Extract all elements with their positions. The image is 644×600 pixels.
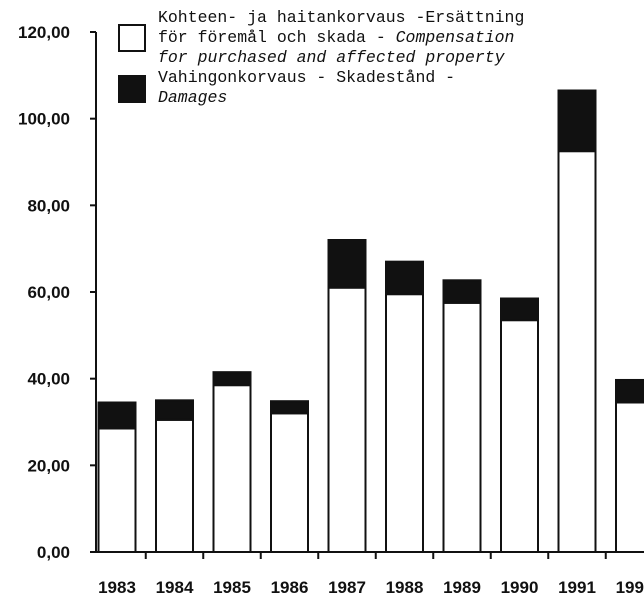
bar-damages: [270, 400, 309, 415]
bar-compensation: [615, 401, 644, 553]
bar-compensation: [327, 286, 367, 553]
x-tick-label: 1992: [616, 578, 644, 597]
bar-damages: [97, 401, 137, 430]
x-tick-label: 1989: [443, 578, 481, 597]
tick-labels: 0,00 20,00 40,00 60,00 80,00 100,00 120,00 1983…: [18, 23, 644, 597]
y-tick-label: 20,00: [27, 456, 70, 475]
bar-damages: [500, 297, 539, 322]
y-tick-label: 0,00: [37, 543, 70, 562]
y-tick-label: 40,00: [27, 370, 70, 389]
legend-label-damages-line-1: Vahingonkorvaus - Skadestånd -: [158, 68, 455, 87]
bar-compensation: [557, 150, 597, 554]
bar-damages: [557, 89, 597, 153]
legend-swatch-damages: [118, 75, 146, 103]
bar-damages: [385, 260, 424, 296]
bar-compensation: [270, 412, 309, 554]
legend-label-compensation-line-2: för föremål och skada - Compensation: [158, 28, 514, 47]
x-tick-label: 1983: [98, 578, 136, 597]
bar-compensation: [500, 319, 539, 553]
legend-swatch-compensation: [118, 24, 146, 52]
x-tick-label: 1990: [501, 578, 539, 597]
y-tick-label: 60,00: [27, 283, 70, 302]
bar-damages: [155, 399, 194, 421]
x-tick-label: 1985: [213, 578, 251, 597]
bar-damages: [327, 239, 367, 289]
bar-damages: [442, 279, 482, 304]
bar-damages: [615, 378, 644, 404]
legend-label-compensation-line-3: for purchased and affected property: [158, 48, 506, 67]
x-tick-label: 1986: [271, 578, 309, 597]
bar-compensation: [442, 301, 482, 554]
bar-damages: [212, 371, 252, 387]
bar-compensation: [212, 384, 252, 553]
x-tick-label: 1987: [328, 578, 366, 597]
x-tick-label: 1984: [156, 578, 194, 597]
y-tick-label: 120,00: [18, 23, 70, 42]
y-tick-label: 100,00: [18, 110, 70, 129]
x-tick-label: 1991: [558, 578, 596, 597]
y-tick-label: 80,00: [27, 196, 70, 215]
bars: [97, 89, 644, 554]
legend-label-damages-line-2: Damages: [158, 88, 227, 107]
bar-compensation: [385, 293, 424, 553]
x-tick-label: 1988: [386, 578, 424, 597]
bar-compensation: [97, 427, 137, 553]
legend: Kohteen- ja haitankorvaus -Ersättning fö…: [118, 8, 524, 107]
bar-compensation: [155, 418, 194, 554]
legend-label-compensation-line-1: Kohteen- ja haitankorvaus -Ersättning: [158, 8, 524, 27]
